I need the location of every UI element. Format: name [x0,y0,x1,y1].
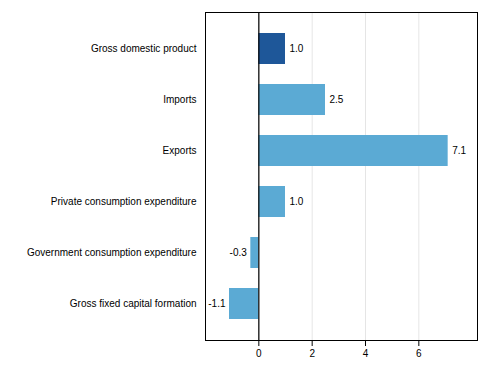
svg-text:Private consumption expenditur: Private consumption expenditure [51,196,197,207]
svg-text:-0.3: -0.3 [230,247,248,258]
svg-text:Gross fixed capital formation: Gross fixed capital formation [70,298,197,309]
svg-text:0: 0 [256,348,262,359]
svg-text:Gross domestic product: Gross domestic product [91,43,197,54]
svg-text:2: 2 [309,348,315,359]
svg-text:1.0: 1.0 [290,43,304,54]
svg-text:4: 4 [363,348,369,359]
svg-text:Exports: Exports [163,145,197,156]
svg-text:-1.1: -1.1 [208,298,226,309]
svg-text:Imports: Imports [163,94,196,105]
svg-text:6: 6 [416,348,422,359]
svg-text:2.5: 2.5 [330,94,344,105]
svg-text:1.0: 1.0 [290,196,304,207]
svg-text:7.1: 7.1 [452,145,466,156]
svg-text:Government consumption expendi: Government consumption expenditure [27,247,197,258]
